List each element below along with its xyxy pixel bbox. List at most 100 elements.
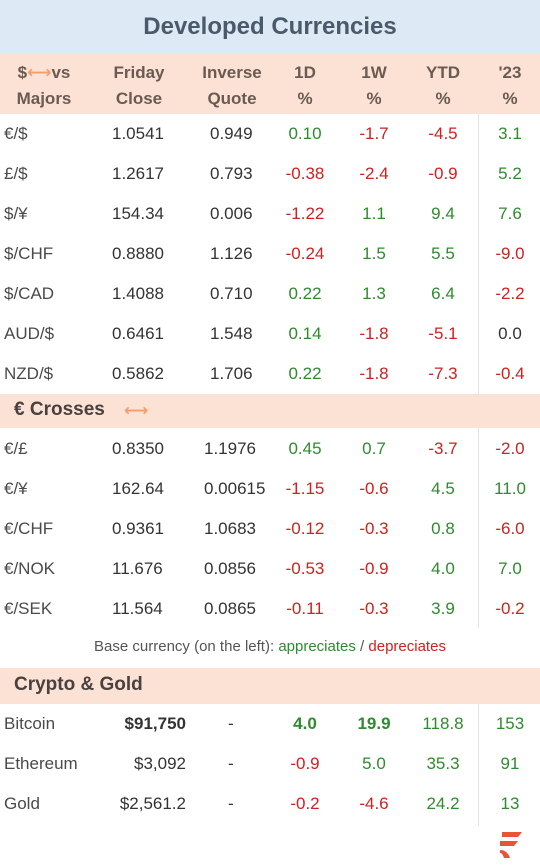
week-change-cell: 19.9 [357,714,391,733]
header-friday-line2: Close [115,89,163,108]
header-inverse-line2: Quote [207,89,257,108]
year-2023-change-cell: -6.0 [495,519,525,538]
day-change-cell: -0.53 [285,559,325,578]
table-row: €/¥ 162.64 0.00615 -1.15 -0.6 4.5 11.0 [0,469,540,509]
close-cell: 11.676 [112,559,163,578]
header-2023-line2: % [502,89,518,108]
table-row: $/¥ 154.34 0.006 -1.22 1.1 9.4 7.6 [0,194,540,234]
table-row: Bitcoin $91,750 - 4.0 19.9 118.8 153 [0,704,540,744]
crosses-section-header: € Crosses ⟷ [0,394,540,428]
pair-cell: Gold [4,794,40,813]
pair-cell: Bitcoin [4,714,56,733]
inverse-cell: 1.126 [210,244,253,263]
ytd-change-cell: 4.5 [431,479,455,498]
week-change-cell: -1.7 [359,124,389,143]
table-row: $/CAD 1.4088 0.710 0.22 1.3 6.4 -2.2 [0,274,540,314]
year-2023-change-cell: -0.2 [495,599,525,618]
header-1w-line2: % [366,89,382,108]
table-row: Gold $2,561.2 - -0.2 -4.6 24.2 13 [0,784,540,824]
table-row: €/CHF 0.9361 1.0683 -0.12 -0.3 0.8 -6.0 [0,509,540,549]
day-change-cell: 0.10 [288,124,322,143]
day-change-cell: -1.22 [285,204,325,223]
header-inverse-quote: Inverse Quote [192,60,272,112]
week-change-cell: -0.3 [359,599,389,618]
pair-cell: $/CHF [4,244,54,263]
ytd-change-cell: -0.9 [428,164,458,183]
ytd-change-cell: -3.7 [428,439,458,458]
year-2023-change-cell: 7.6 [498,204,522,223]
header-2023: '23 % [470,60,540,112]
day-change-cell: -0.11 [286,599,324,618]
table-row: €/SEK 11.564 0.0865 -0.11 -0.3 3.9 -0.2 [0,589,540,629]
inverse-cell: - [228,794,234,813]
brand-logo-icon [500,832,522,858]
ytd-change-cell: 118.8 [422,714,464,733]
year-2023-change-cell: 91 [500,754,520,773]
week-change-cell: 1.5 [362,244,386,263]
close-cell: 1.2617 [112,164,164,183]
header-1d-line2: % [297,89,313,108]
day-change-cell: -0.38 [285,164,325,183]
year-2023-change-cell: 153 [495,714,525,733]
week-change-cell: -1.8 [359,324,389,343]
crypto-title: Crypto & Gold [14,674,143,695]
pair-cell: €/$ [4,124,28,143]
week-change-cell: 5.0 [362,754,386,773]
ytd-change-cell: 24.2 [426,794,460,813]
year-2023-change-cell: -9.0 [495,244,525,263]
inverse-cell: 0.00615 [204,479,266,498]
header-inverse-line1: Inverse [202,63,262,82]
header-pair-suffix: vs [51,63,71,82]
left-right-arrow-icon: ⟷ [27,63,52,82]
day-change-cell: -1.15 [285,479,325,498]
header-1w-line1: 1W [361,63,387,82]
pair-cell: €/NOK [4,559,56,578]
header-ytd: YTD % [403,60,483,112]
pair-cell: Ethereum [4,754,78,773]
pair-cell: £/$ [4,164,28,183]
close-cell: 1.0541 [112,124,164,143]
close-cell: 0.9361 [112,519,164,538]
inverse-cell: 0.0856 [204,559,256,578]
day-change-cell: 0.45 [288,439,322,458]
title-bar: Developed Currencies [0,0,540,54]
legend-depreciates: depreciates [368,638,446,655]
header-pair-line2: Majors [16,89,72,108]
year-2023-change-cell: 5.2 [498,164,522,183]
day-change-cell: -0.2 [290,794,320,813]
day-change-cell: 0.22 [288,284,322,303]
table-row: AUD/$ 0.6461 1.548 0.14 -1.8 -5.1 0.0 [0,314,540,354]
week-change-cell: -0.3 [359,519,389,538]
inverse-cell: 1.706 [210,364,253,383]
ytd-change-cell: 35.3 [426,754,460,773]
close-cell: 1.4088 [112,284,164,303]
legend-slash: / [360,638,365,655]
day-change-cell: 0.22 [288,364,322,383]
close-cell: $2,561.2 [119,794,186,813]
week-change-cell: 1.1 [362,204,386,223]
inverse-cell: 0.949 [210,124,253,143]
header-pair: $⟷vs Majors [0,60,89,112]
column-divider [478,114,479,394]
ytd-change-cell: 3.9 [431,599,455,618]
pair-cell: €/CHF [4,519,54,538]
close-cell: 0.6461 [112,324,164,343]
pair-cell: €/£ [4,439,28,458]
pair-cell: NZD/$ [4,364,54,383]
year-2023-change-cell: -0.4 [495,364,525,383]
week-change-cell: -0.6 [359,479,389,498]
page-title: Developed Currencies [143,13,397,40]
close-cell: 0.8350 [112,439,164,458]
inverse-cell: - [228,754,234,773]
inverse-cell: 1.1976 [204,439,256,458]
table-row: €/$ 1.0541 0.949 0.10 -1.7 -4.5 3.1 [0,114,540,154]
close-cell: 154.34 [112,204,164,223]
ytd-change-cell: -5.1 [428,324,458,343]
table-row: €/£ 0.8350 1.1976 0.45 0.7 -3.7 -2.0 [0,429,540,469]
crosses-title: € Crosses [14,399,105,420]
week-change-cell: 0.7 [362,439,386,458]
table-row: £/$ 1.2617 0.793 -0.38 -2.4 -0.9 5.2 [0,154,540,194]
year-2023-change-cell: 0.0 [498,324,522,343]
close-cell: 162.64 [112,479,164,498]
legend-prefix: Base currency (on the left): [94,638,275,655]
